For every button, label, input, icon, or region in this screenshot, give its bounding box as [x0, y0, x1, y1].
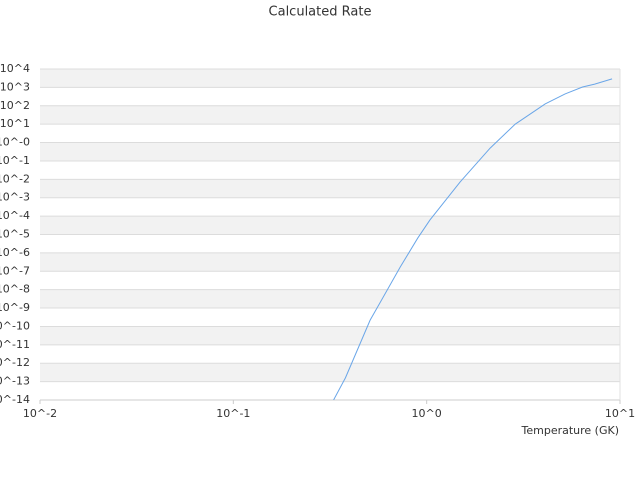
series-line	[333, 78, 613, 400]
y-tick-label: 10^-1	[0, 154, 30, 167]
y-tick-label: 10^-3	[0, 191, 30, 204]
grid-band	[40, 179, 620, 198]
y-tick-label: 10^-7	[0, 264, 30, 277]
y-tick-label: 10^-9	[0, 301, 30, 314]
grid-band	[40, 105, 620, 125]
y-tick-label: 10^-0	[0, 136, 30, 149]
y-tick-label: 10^3	[0, 80, 30, 93]
y-tick-label: 10^-8	[0, 283, 30, 296]
x-axis-label: Temperature (GK)	[521, 424, 620, 437]
y-tick-label: 10^-11	[0, 338, 30, 351]
x-tick-label: 10^0	[412, 407, 442, 420]
y-tick-label: 10^-4	[0, 209, 30, 222]
x-tick-label: 10^-1	[216, 407, 250, 420]
y-tick-label: 10^-10	[0, 319, 30, 332]
y-tick-label: 10^-12	[0, 356, 30, 369]
x-tick-label: 10^1	[605, 407, 635, 420]
y-tick-label: 10^-2	[0, 172, 30, 185]
grid-band	[40, 252, 620, 272]
grid-band	[40, 326, 620, 345]
grid-band	[40, 142, 620, 161]
y-tick-label: 10^2	[0, 99, 30, 112]
x-tick-label: 10^-2	[23, 407, 57, 420]
plot-area	[333, 78, 613, 400]
grid-band	[40, 363, 620, 382]
y-tick-label: 10^-13	[0, 375, 30, 388]
y-tick-label: 10^-6	[0, 246, 30, 259]
chart-title: Calculated Rate	[269, 5, 372, 20]
y-tick-label: 10^1	[0, 117, 30, 130]
grid-band	[40, 289, 620, 309]
y-tick-label: 10^-5	[0, 228, 30, 241]
y-tick-label: 10^-14	[0, 393, 30, 406]
y-tick-label: 10^4	[0, 62, 30, 75]
grid-band	[40, 216, 620, 235]
grid-band	[40, 69, 620, 88]
